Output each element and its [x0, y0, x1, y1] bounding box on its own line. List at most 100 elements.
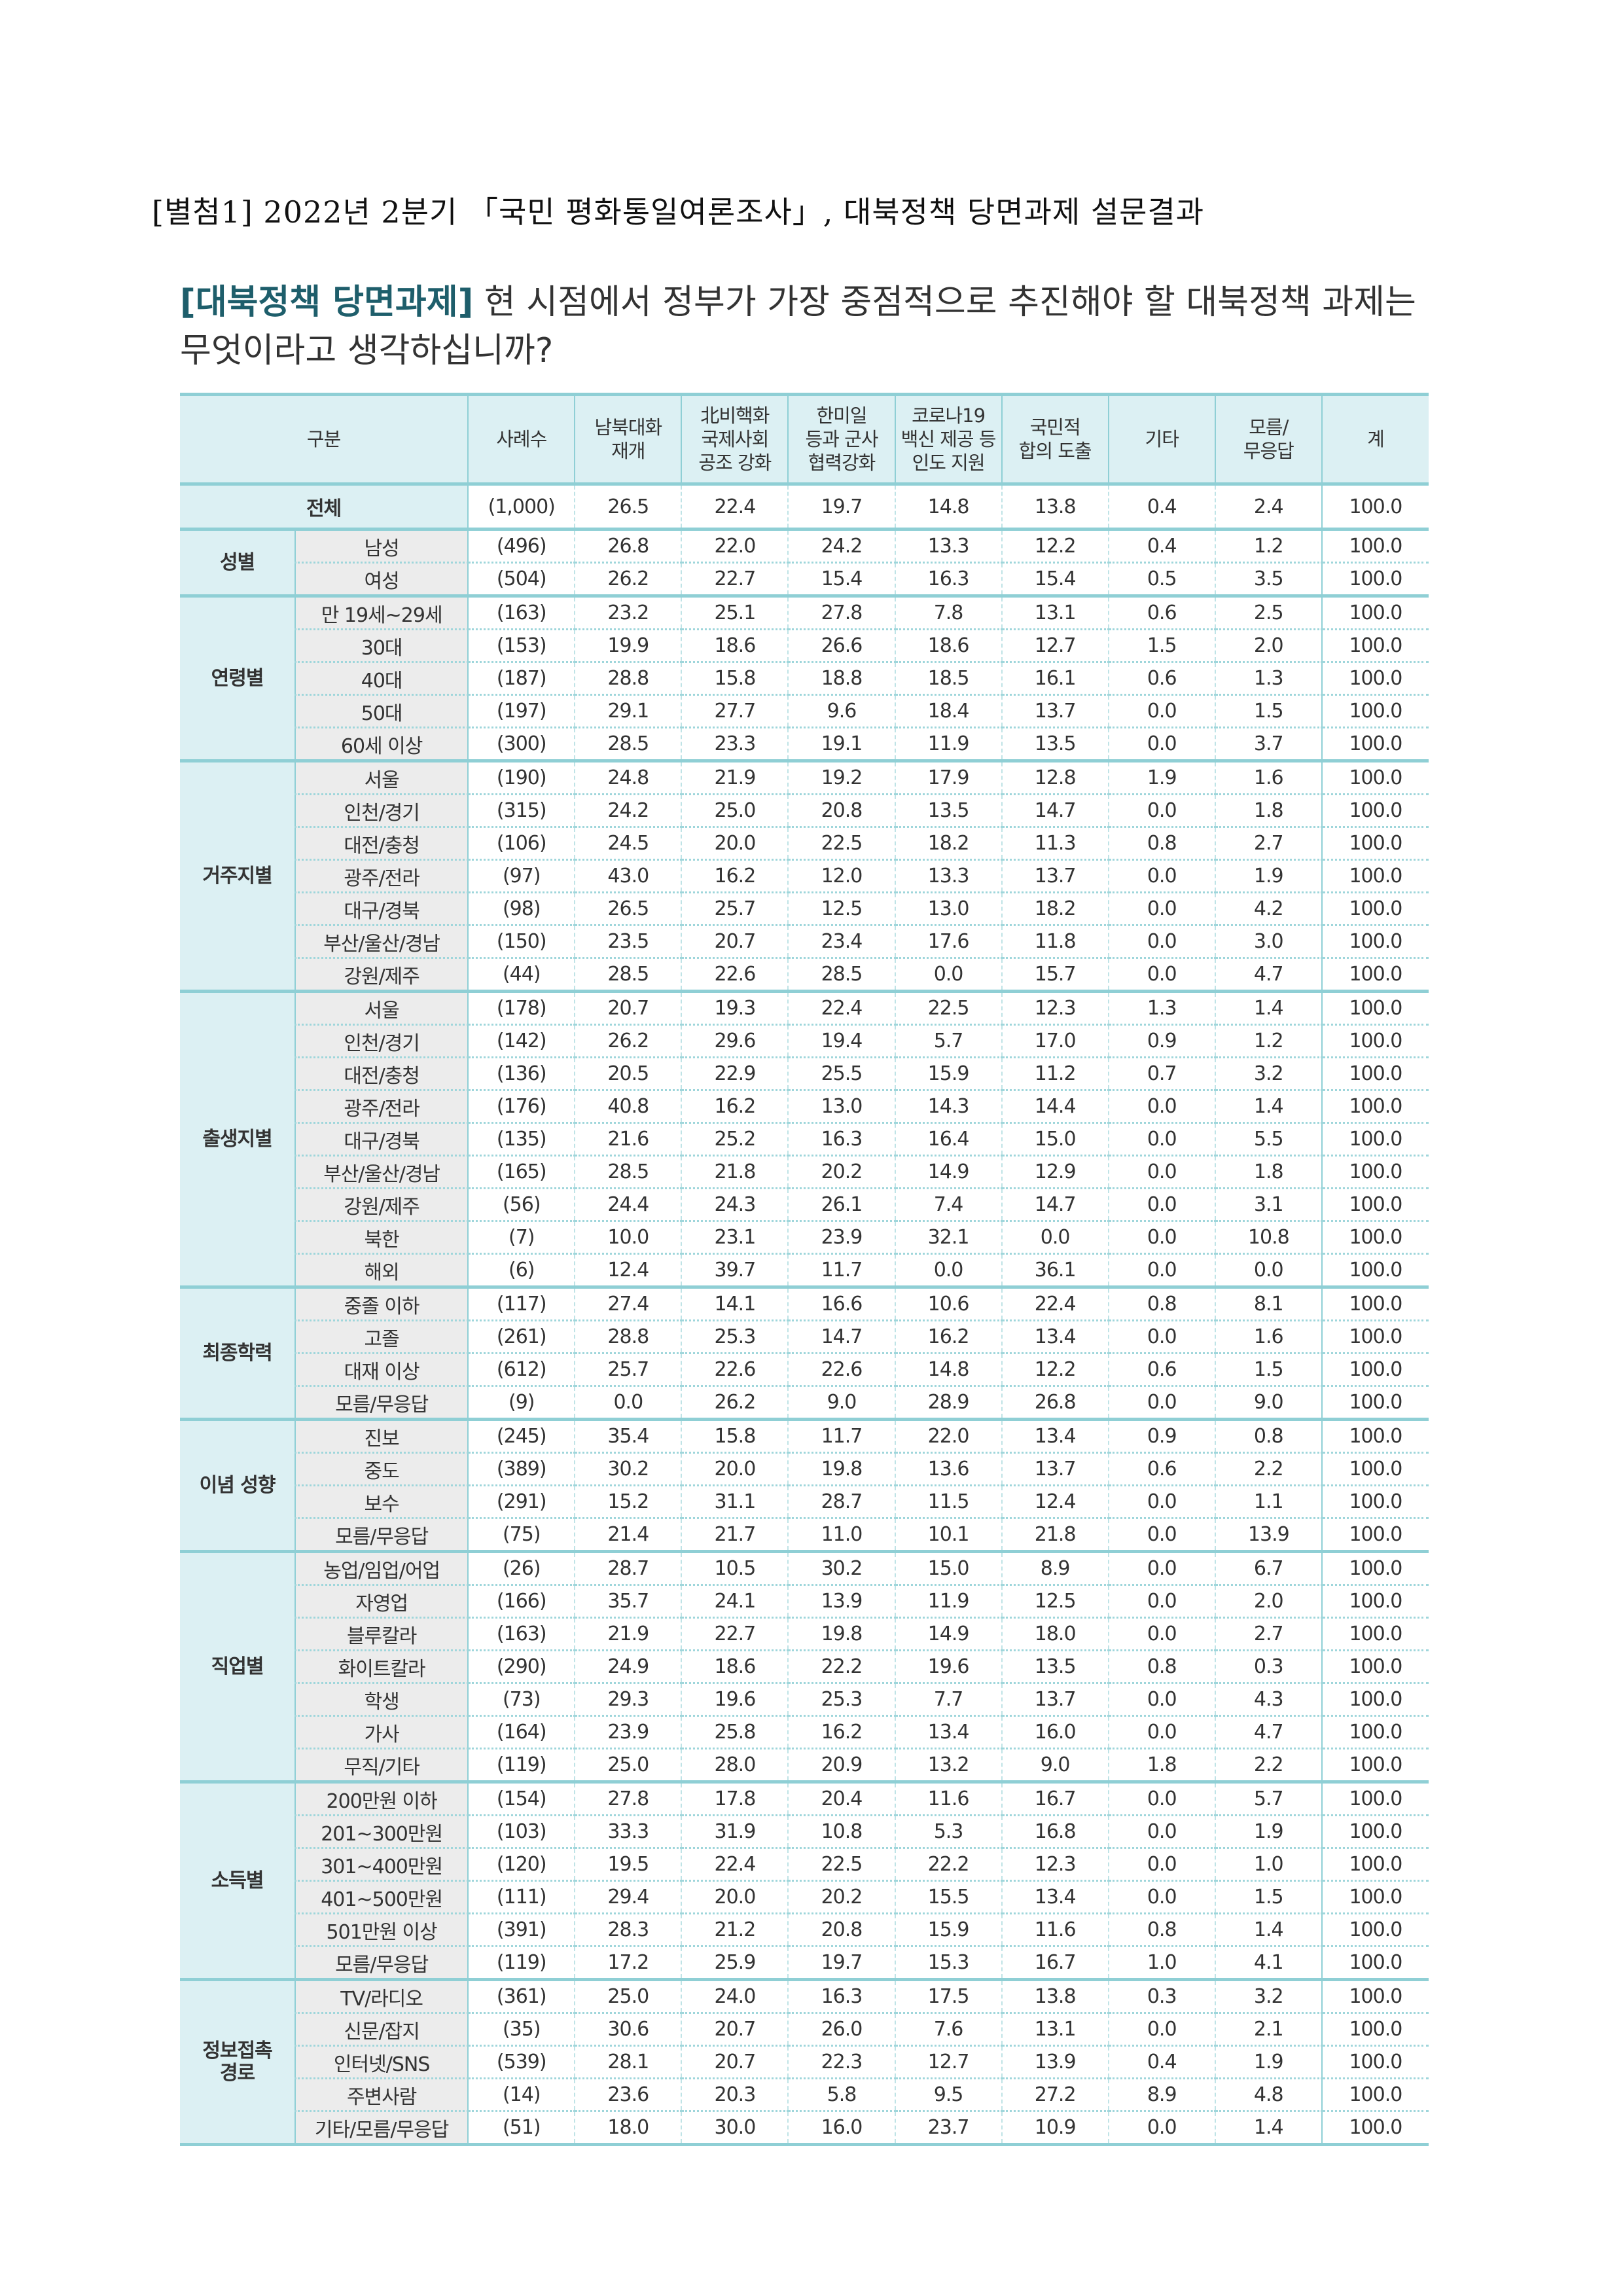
- cell-value: 0.0: [1107, 1518, 1215, 1553]
- cell-value: 30.2: [787, 1551, 895, 1586]
- cell-value: 23.7: [894, 2111, 1002, 2146]
- row-label: 401~500만원: [294, 1880, 469, 1914]
- cell-value: 100.0: [1321, 1715, 1429, 1749]
- cell-value: 3.0: [1214, 925, 1322, 959]
- cell-value: 14.1: [681, 1287, 789, 1321]
- column-header: 계: [1321, 393, 1429, 486]
- cell-value: 2.7: [1214, 1617, 1322, 1651]
- cell-value: 11.6: [894, 1782, 1002, 1816]
- cell-value: 100.0: [1321, 662, 1429, 696]
- cell-value: 100.0: [1321, 761, 1429, 795]
- cell-value: 11.7: [787, 1419, 895, 1454]
- cell-value: 100.0: [1321, 1551, 1429, 1586]
- row-label: 301~400만원: [294, 1848, 469, 1882]
- cell-value: 33.3: [574, 1815, 682, 1849]
- cell-value: 25.0: [574, 1979, 682, 2014]
- cell-value: 20.0: [681, 1880, 789, 1914]
- table-row: 인천/경기 (142) 26.2 29.6 19.4 5.7 17.0 0.9 1.2 100.0: [180, 1024, 1429, 1058]
- cell-value: 11.5: [894, 1485, 1002, 1519]
- cell-value: 0.0: [1107, 694, 1215, 728]
- cell-value: 100.0: [1321, 629, 1429, 663]
- cell-value: 24.5: [574, 827, 682, 861]
- cell-value: 22.5: [894, 991, 1002, 1026]
- cell-value: 12.8: [1001, 761, 1109, 795]
- cell-value: 21.8: [1001, 1518, 1109, 1553]
- cell-value: (389): [467, 1452, 575, 1486]
- cell-value: 100.0: [1321, 925, 1429, 959]
- cell-value: 100.0: [1321, 1485, 1429, 1519]
- cell-value: 9.0: [1214, 1386, 1322, 1421]
- cell-value: 25.3: [681, 1320, 789, 1354]
- cell-value: 14.9: [894, 1155, 1002, 1189]
- cell-value: 13.7: [1001, 859, 1109, 893]
- question-tag: [대북정책 당면과제]: [180, 283, 474, 322]
- row-label: 전체: [180, 484, 469, 531]
- cell-value: 29.4: [574, 1880, 682, 1914]
- cell-value: 100.0: [1321, 1518, 1429, 1553]
- cell-value: 1.0: [1214, 1848, 1322, 1882]
- cell-value: 6.7: [1214, 1551, 1322, 1586]
- cell-value: 12.5: [1001, 1585, 1109, 1619]
- row-label: 모름/무응답: [294, 1386, 469, 1421]
- cell-value: (391): [467, 1913, 575, 1947]
- cell-value: 29.6: [681, 1024, 789, 1058]
- cell-value: 22.5: [787, 1848, 895, 1882]
- cell-value: 100.0: [1321, 1782, 1429, 1816]
- cell-value: 1.8: [1214, 1155, 1322, 1189]
- table-row: 광주/전라 (176) 40.8 16.2 13.0 14.3 14.4 0.0 1.4 100.…: [180, 1090, 1429, 1124]
- cell-value: 100.0: [1321, 484, 1429, 531]
- column-header: 국민적 합의 도출: [1001, 393, 1109, 486]
- cell-value: (150): [467, 925, 575, 959]
- cell-value: 24.9: [574, 1650, 682, 1684]
- cell-value: (142): [467, 1024, 575, 1058]
- cell-value: 19.6: [681, 1683, 789, 1717]
- cell-value: 1.2: [1214, 1024, 1322, 1058]
- table-row: 인천/경기 (315) 24.2 25.0 20.8 13.5 14.7 0.0 1.8 100.…: [180, 794, 1429, 828]
- cell-value: 100.0: [1321, 1057, 1429, 1091]
- table-row: 대전/충청 (106) 24.5 20.0 22.5 18.2 11.3 0.8 2.7 100.…: [180, 827, 1429, 861]
- cell-value: 21.2: [681, 1913, 789, 1947]
- results-table: 구분 사례수 남북대화 재개 北비핵화 국제사회 공조 강화 한미일 등과 군사 협력강…: [180, 393, 1429, 2146]
- row-label: 부산/울산/경남: [294, 1155, 469, 1189]
- cell-value: 25.9: [681, 1946, 789, 1981]
- cell-value: 12.5: [787, 892, 895, 926]
- cell-value: 20.3: [681, 2078, 789, 2112]
- cell-value: 10.0: [574, 1221, 682, 1255]
- cell-value: 100.0: [1321, 859, 1429, 893]
- group-label: 성별: [180, 529, 296, 598]
- cell-value: 21.7: [681, 1518, 789, 1553]
- cell-value: 30.0: [681, 2111, 789, 2146]
- cell-value: 9.6: [787, 694, 895, 728]
- column-header: 北비핵화 국제사회 공조 강화: [681, 393, 789, 486]
- cell-value: 0.0: [894, 1253, 1002, 1289]
- cell-value: 18.6: [681, 1650, 789, 1684]
- cell-value: 10.8: [787, 1815, 895, 1849]
- cell-value: 14.8: [894, 484, 1002, 531]
- cell-value: 15.0: [1001, 1122, 1109, 1157]
- group-label: 정보접촉 경로: [180, 1979, 296, 2146]
- cell-value: 100.0: [1321, 562, 1429, 598]
- cell-value: 15.8: [681, 662, 789, 696]
- table-row: 부산/울산/경남 (165) 28.5 21.8 20.2 14.9 12.9 0.0 1.8 1…: [180, 1155, 1429, 1189]
- cell-value: 0.7: [1107, 1057, 1215, 1091]
- cell-value: (106): [467, 827, 575, 861]
- cell-value: 26.2: [574, 562, 682, 598]
- row-label: 서울: [294, 991, 469, 1026]
- cell-value: 100.0: [1321, 794, 1429, 828]
- cell-value: 16.2: [787, 1715, 895, 1749]
- cell-value: 0.0: [1107, 1320, 1215, 1354]
- cell-value: 23.4: [787, 925, 895, 959]
- cell-value: 25.3: [787, 1683, 895, 1717]
- cell-value: 18.8: [787, 662, 895, 696]
- cell-value: 16.1: [1001, 662, 1109, 696]
- cell-value: 3.2: [1214, 1057, 1322, 1091]
- table-row: 화이트칼라 (290) 24.9 18.6 22.2 19.6 13.5 0.8 0.3 100.…: [180, 1650, 1429, 1684]
- cell-value: 100.0: [1321, 1748, 1429, 1784]
- row-label: 부산/울산/경남: [294, 925, 469, 959]
- cell-value: 16.8: [1001, 1815, 1109, 1849]
- cell-value: 1.8: [1214, 794, 1322, 828]
- cell-value: 23.3: [681, 727, 789, 762]
- cell-value: (119): [467, 1946, 575, 1981]
- document-title: [별첨1] 2022년 2분기 「국민 평화통일여론조사」, 대북정책 당면과제…: [152, 194, 1205, 230]
- cell-value: (197): [467, 694, 575, 728]
